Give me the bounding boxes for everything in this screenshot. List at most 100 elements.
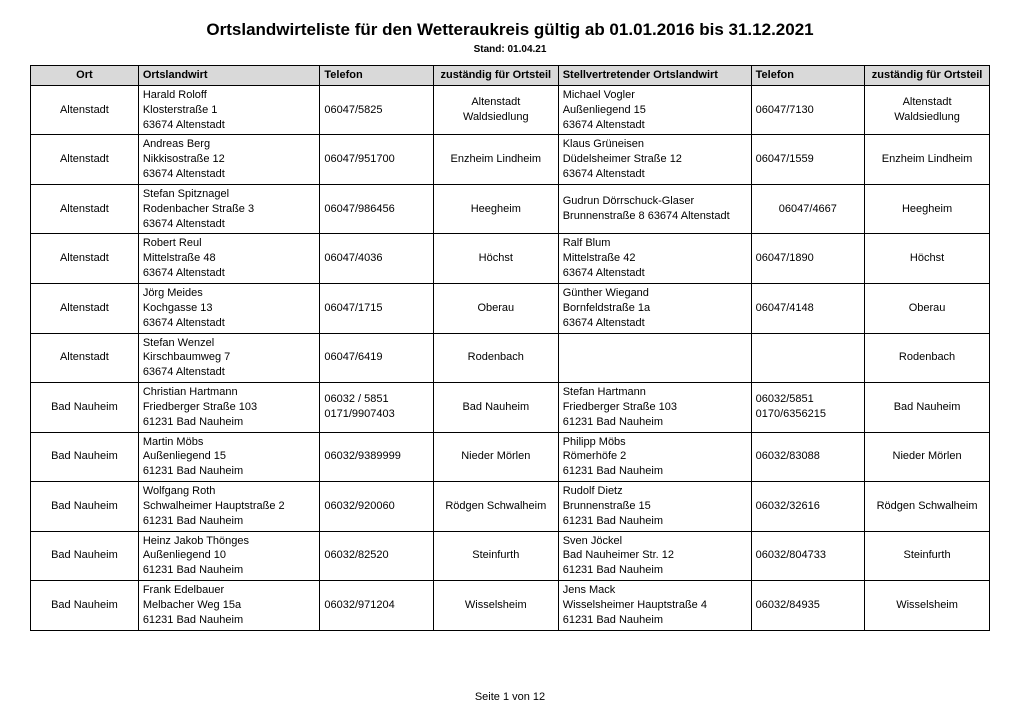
cell-telefon2: 06032/804733: [751, 531, 864, 581]
cell-zustaendig2: Heegheim: [865, 184, 990, 234]
col-zustaendig: zuständig für Ortsteil: [433, 66, 558, 86]
cell-zustaendig: Heegheim: [433, 184, 558, 234]
cell-zustaendig: Altenstadt Waldsiedlung: [433, 85, 558, 135]
table-row: AltenstadtHarald RoloffKlosterstraße 163…: [31, 85, 990, 135]
cell-zustaendig2: Bad Nauheim: [865, 383, 990, 433]
cell-telefon: 06047/5825: [320, 85, 433, 135]
cell-ort: Altenstadt: [31, 333, 139, 383]
cell-ort: Bad Nauheim: [31, 383, 139, 433]
cell-zustaendig: Wisselsheim: [433, 581, 558, 631]
cell-ort: Altenstadt: [31, 283, 139, 333]
cell-ortslandwirt: Stefan WenzelKirschbaumweg 763674 Altens…: [138, 333, 320, 383]
cell-ortslandwirt: Frank EdelbauerMelbacher Weg 15a61231 Ba…: [138, 581, 320, 631]
cell-ort: Bad Nauheim: [31, 432, 139, 482]
cell-telefon2: 06047/4667: [751, 184, 864, 234]
cell-stellvertreter: Klaus GrüneisenDüdelsheimer Straße 12636…: [558, 135, 751, 185]
cell-ort: Bad Nauheim: [31, 581, 139, 631]
cell-ort: Bad Nauheim: [31, 482, 139, 532]
page-footer: Seite 1 von 12: [0, 691, 1020, 703]
table-row: Bad NauheimChristian HartmannFriedberger…: [31, 383, 990, 433]
cell-zustaendig2: Rödgen Schwalheim: [865, 482, 990, 532]
col-telefon: Telefon: [320, 66, 433, 86]
cell-ort: Altenstadt: [31, 234, 139, 284]
table-row: AltenstadtStefan SpitznagelRodenbacher S…: [31, 184, 990, 234]
cell-ort: Altenstadt: [31, 135, 139, 185]
cell-telefon2: 06047/7130: [751, 85, 864, 135]
cell-telefon: 06047/1715: [320, 283, 433, 333]
cell-stellvertreter: Rudolf DietzBrunnenstraße 1561231 Bad Na…: [558, 482, 751, 532]
cell-ort: Altenstadt: [31, 85, 139, 135]
cell-stellvertreter: [558, 333, 751, 383]
cell-telefon2: 06032/83088: [751, 432, 864, 482]
cell-zustaendig: Höchst: [433, 234, 558, 284]
cell-ortslandwirt: Christian HartmannFriedberger Straße 103…: [138, 383, 320, 433]
cell-stellvertreter: Günther WiegandBornfeldstraße 1a63674 Al…: [558, 283, 751, 333]
table-row: Bad NauheimFrank EdelbauerMelbacher Weg …: [31, 581, 990, 631]
cell-stellvertreter: Ralf BlumMittelstraße 4263674 Altenstadt: [558, 234, 751, 284]
cell-telefon2: 06032/84935: [751, 581, 864, 631]
col-zustaendig2: zuständig für Ortsteil: [865, 66, 990, 86]
cell-stellvertreter: Gudrun Dörrschuck-GlaserBrunnenstraße 8 …: [558, 184, 751, 234]
cell-ortslandwirt: Robert ReulMittelstraße 4863674 Altensta…: [138, 234, 320, 284]
col-telefon2: Telefon: [751, 66, 864, 86]
page-subtitle: Stand: 01.04.21: [30, 44, 990, 55]
cell-zustaendig2: Höchst: [865, 234, 990, 284]
cell-telefon2: 06032/32616: [751, 482, 864, 532]
cell-zustaendig: Steinfurth: [433, 531, 558, 581]
cell-zustaendig2: Steinfurth: [865, 531, 990, 581]
cell-telefon: 06032/971204: [320, 581, 433, 631]
cell-zustaendig: Rodenbach: [433, 333, 558, 383]
cell-zustaendig: Rödgen Schwalheim: [433, 482, 558, 532]
cell-ortslandwirt: Wolfgang RothSchwalheimer Hauptstraße 26…: [138, 482, 320, 532]
cell-stellvertreter: Stefan HartmannFriedberger Straße 103612…: [558, 383, 751, 433]
cell-telefon2: [751, 333, 864, 383]
cell-telefon2: 06032/58510170/6356215: [751, 383, 864, 433]
cell-stellvertreter: Jens MackWisselsheimer Hauptstraße 46123…: [558, 581, 751, 631]
cell-ort: Bad Nauheim: [31, 531, 139, 581]
cell-ort: Altenstadt: [31, 184, 139, 234]
cell-telefon: 06047/4036: [320, 234, 433, 284]
table-row: Bad NauheimWolfgang RothSchwalheimer Hau…: [31, 482, 990, 532]
col-ort: Ort: [31, 66, 139, 86]
cell-telefon2: 06047/1890: [751, 234, 864, 284]
cell-zustaendig2: Wisselsheim: [865, 581, 990, 631]
col-stellvertreter: Stellvertretender Ortslandwirt: [558, 66, 751, 86]
cell-telefon: 06032/9389999: [320, 432, 433, 482]
cell-zustaendig2: Nieder Mörlen: [865, 432, 990, 482]
cell-stellvertreter: Michael VoglerAußenliegend 1563674 Alten…: [558, 85, 751, 135]
table-row: Bad NauheimHeinz Jakob ThöngesAußenliege…: [31, 531, 990, 581]
cell-zustaendig2: Oberau: [865, 283, 990, 333]
ortslandwirte-table: Ort Ortslandwirt Telefon zuständig für O…: [30, 65, 990, 631]
cell-telefon2: 06047/4148: [751, 283, 864, 333]
cell-telefon: 06032 / 58510171/9907403: [320, 383, 433, 433]
cell-zustaendig: Enzheim Lindheim: [433, 135, 558, 185]
cell-zustaendig: Oberau: [433, 283, 558, 333]
table-row: AltenstadtStefan WenzelKirschbaumweg 763…: [31, 333, 990, 383]
cell-zustaendig2: Altenstadt Waldsiedlung: [865, 85, 990, 135]
cell-telefon: 06032/82520: [320, 531, 433, 581]
cell-zustaendig2: Enzheim Lindheim: [865, 135, 990, 185]
cell-zustaendig2: Rodenbach: [865, 333, 990, 383]
cell-zustaendig: Nieder Mörlen: [433, 432, 558, 482]
cell-stellvertreter: Philipp MöbsRömerhöfe 261231 Bad Nauheim: [558, 432, 751, 482]
cell-ortslandwirt: Heinz Jakob ThöngesAußenliegend 1061231 …: [138, 531, 320, 581]
cell-stellvertreter: Sven JöckelBad Nauheimer Str. 1261231 Ba…: [558, 531, 751, 581]
cell-telefon: 06047/6419: [320, 333, 433, 383]
cell-ortslandwirt: Stefan SpitznagelRodenbacher Straße 3636…: [138, 184, 320, 234]
col-ortslandwirt: Ortslandwirt: [138, 66, 320, 86]
table-row: AltenstadtRobert ReulMittelstraße 486367…: [31, 234, 990, 284]
cell-telefon2: 06047/1559: [751, 135, 864, 185]
table-row: AltenstadtAndreas BergNikkisostraße 1263…: [31, 135, 990, 185]
cell-ortslandwirt: Harald RoloffKlosterstraße 163674 Altens…: [138, 85, 320, 135]
cell-telefon: 06032/920060: [320, 482, 433, 532]
table-row: AltenstadtJörg MeidesKochgasse 1363674 A…: [31, 283, 990, 333]
table-row: Bad NauheimMartin MöbsAußenliegend 15612…: [31, 432, 990, 482]
cell-telefon: 06047/951700: [320, 135, 433, 185]
table-header-row: Ort Ortslandwirt Telefon zuständig für O…: [31, 66, 990, 86]
cell-zustaendig: Bad Nauheim: [433, 383, 558, 433]
cell-ortslandwirt: Andreas BergNikkisostraße 1263674 Altens…: [138, 135, 320, 185]
cell-ortslandwirt: Jörg MeidesKochgasse 1363674 Altenstadt: [138, 283, 320, 333]
cell-telefon: 06047/986456: [320, 184, 433, 234]
cell-ortslandwirt: Martin MöbsAußenliegend 1561231 Bad Nauh…: [138, 432, 320, 482]
page-title: Ortslandwirteliste für den Wetteraukreis…: [30, 20, 990, 40]
